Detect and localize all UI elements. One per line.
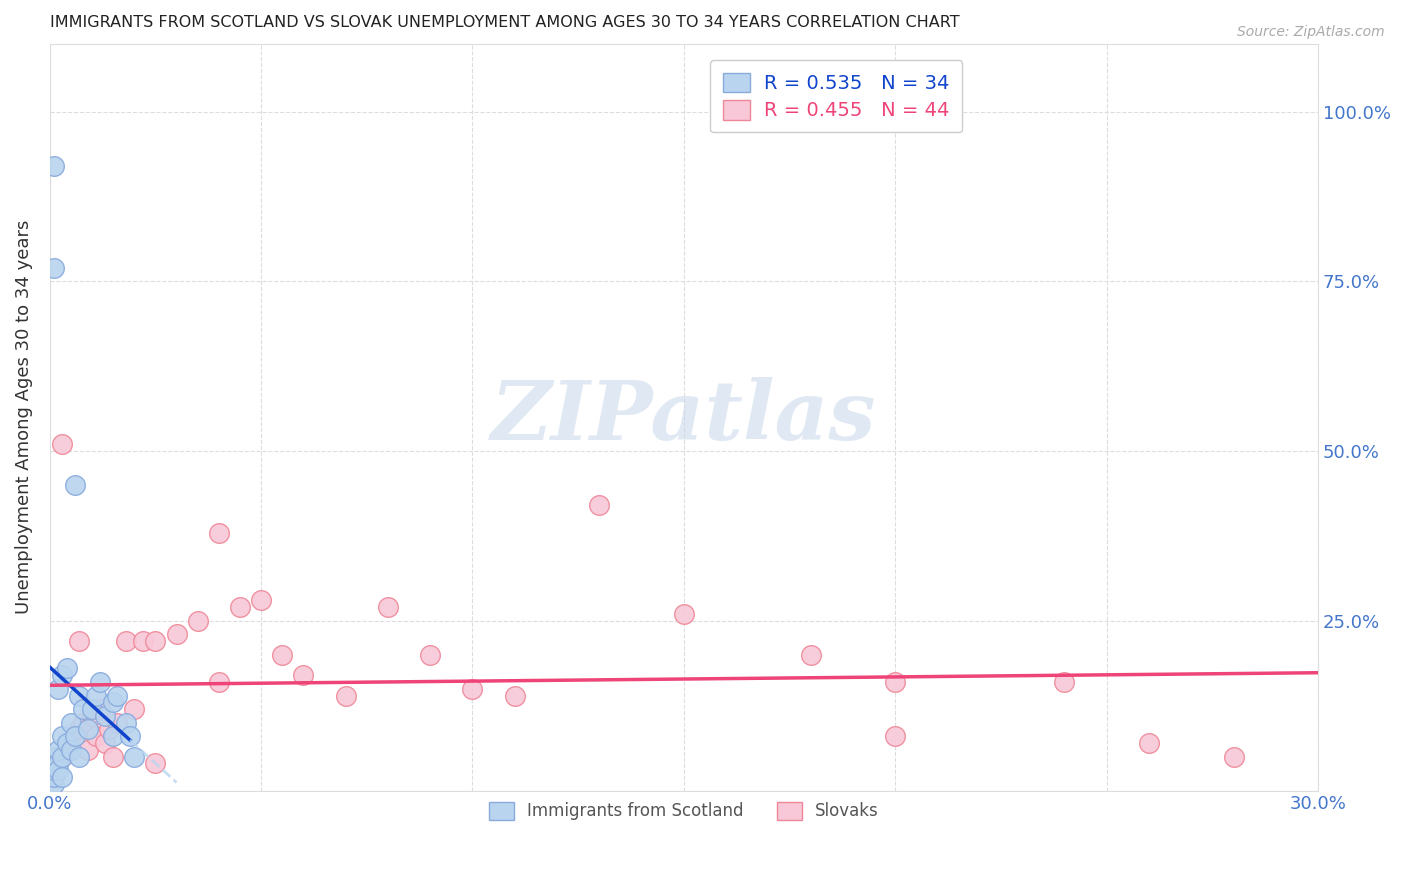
Point <box>67 689 90 703</box>
Point <box>42 260 65 275</box>
Point <box>59 736 82 750</box>
Point <box>250 593 273 607</box>
Point <box>672 607 695 621</box>
Point <box>67 749 90 764</box>
Point <box>89 702 111 716</box>
Point <box>51 668 73 682</box>
Point <box>89 675 111 690</box>
Y-axis label: Unemployment Among Ages 30 to 34 years: Unemployment Among Ages 30 to 34 years <box>15 220 32 615</box>
Point <box>46 763 69 777</box>
Text: Source: ZipAtlas.com: Source: ZipAtlas.com <box>1237 25 1385 39</box>
Point <box>55 661 77 675</box>
Point <box>588 499 610 513</box>
Point <box>166 627 188 641</box>
Point <box>42 763 65 777</box>
Point <box>80 709 103 723</box>
Point <box>97 723 120 737</box>
Point <box>131 634 153 648</box>
Point <box>377 600 399 615</box>
Point <box>101 729 124 743</box>
Point <box>292 668 315 682</box>
Point <box>51 749 73 764</box>
Point <box>63 478 86 492</box>
Point <box>335 689 357 703</box>
Point <box>93 736 115 750</box>
Point <box>271 648 294 662</box>
Point <box>145 634 167 648</box>
Point <box>51 770 73 784</box>
Point <box>461 681 484 696</box>
Point <box>67 723 90 737</box>
Point <box>59 743 82 757</box>
Point <box>80 702 103 716</box>
Point <box>46 756 69 771</box>
Point <box>122 749 145 764</box>
Point <box>884 729 907 743</box>
Point <box>84 729 107 743</box>
Point <box>101 695 124 709</box>
Point <box>1137 736 1160 750</box>
Point <box>84 689 107 703</box>
Point <box>63 729 86 743</box>
Point <box>51 749 73 764</box>
Point <box>51 437 73 451</box>
Point <box>503 689 526 703</box>
Point <box>419 648 441 662</box>
Text: IMMIGRANTS FROM SCOTLAND VS SLOVAK UNEMPLOYMENT AMONG AGES 30 TO 34 YEARS CORREL: IMMIGRANTS FROM SCOTLAND VS SLOVAK UNEMP… <box>49 15 959 30</box>
Point <box>101 749 124 764</box>
Point <box>42 749 65 764</box>
Point <box>72 702 94 716</box>
Point <box>46 681 69 696</box>
Point <box>51 729 73 743</box>
Point <box>42 763 65 777</box>
Point <box>63 729 86 743</box>
Point <box>884 675 907 690</box>
Point <box>800 648 823 662</box>
Point <box>114 634 136 648</box>
Point <box>118 729 141 743</box>
Point <box>72 715 94 730</box>
Point <box>76 723 98 737</box>
Point <box>208 675 231 690</box>
Point <box>145 756 167 771</box>
Point <box>55 743 77 757</box>
Point <box>93 709 115 723</box>
Point <box>229 600 252 615</box>
Point <box>208 525 231 540</box>
Point <box>67 634 90 648</box>
Point <box>105 715 128 730</box>
Point <box>1053 675 1076 690</box>
Point <box>187 614 209 628</box>
Point <box>42 159 65 173</box>
Point <box>46 743 69 757</box>
Point <box>55 736 77 750</box>
Point <box>1222 749 1244 764</box>
Point <box>76 743 98 757</box>
Point <box>114 715 136 730</box>
Text: ZIPatlas: ZIPatlas <box>491 377 877 457</box>
Point <box>122 702 145 716</box>
Point <box>42 777 65 791</box>
Legend: Immigrants from Scotland, Slovaks: Immigrants from Scotland, Slovaks <box>482 795 886 827</box>
Point <box>59 715 82 730</box>
Point <box>42 770 65 784</box>
Point <box>46 756 69 771</box>
Point <box>105 689 128 703</box>
